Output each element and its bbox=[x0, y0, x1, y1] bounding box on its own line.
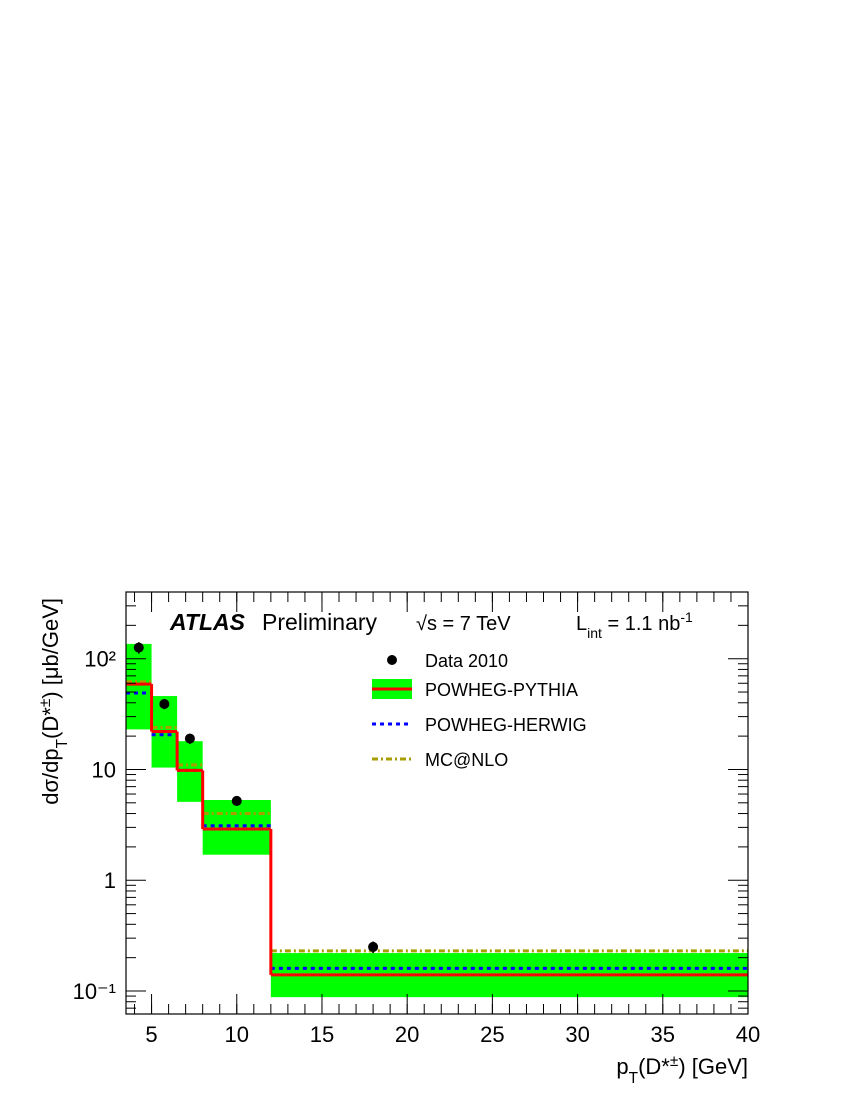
luminosity-part: = 1.1 nb bbox=[602, 613, 680, 635]
x-tick-label: 40 bbox=[736, 1022, 760, 1047]
status: Preliminary bbox=[262, 609, 378, 635]
x-tick-label: 20 bbox=[395, 1022, 419, 1047]
y-axis-label-part: ± bbox=[37, 699, 54, 707]
y-axis-label: dσ/dpT(D*±) [μb/GeV] bbox=[37, 598, 71, 805]
data-point bbox=[231, 795, 242, 806]
x-axis-label-part: T bbox=[629, 1070, 639, 1087]
uncertainty-band bbox=[126, 643, 152, 730]
luminosity-part: -1 bbox=[680, 609, 693, 625]
x-tick-label: 35 bbox=[651, 1022, 675, 1047]
legend-marker bbox=[387, 655, 397, 665]
legend-label: POWHEG-PYTHIA bbox=[425, 680, 578, 700]
x-axis-label-part: p bbox=[616, 1054, 628, 1079]
data-point bbox=[184, 733, 195, 744]
y-tick-label: 1 bbox=[104, 868, 116, 893]
experiment: ATLAS bbox=[169, 609, 246, 635]
x-tick-label: 10 bbox=[225, 1022, 249, 1047]
luminosity-part: L bbox=[576, 613, 587, 635]
uncertainty-band bbox=[202, 800, 271, 855]
luminosity: Lint = 1.1 nb-1 bbox=[576, 609, 693, 641]
legend-label: POWHEG-HERWIG bbox=[425, 715, 587, 735]
x-axis-label-part: ± bbox=[670, 1053, 678, 1070]
energy: √s = 7 TeV bbox=[416, 613, 511, 635]
y-tick-label: 10² bbox=[84, 647, 116, 672]
y-axis-label-part: (D* bbox=[38, 707, 63, 739]
x-axis-label-part: ) [GeV] bbox=[678, 1054, 748, 1079]
x-tick-label: 30 bbox=[565, 1022, 589, 1047]
x-tick-label: 25 bbox=[480, 1022, 504, 1047]
x-tick-label: 15 bbox=[310, 1022, 334, 1047]
y-axis-label-part: dσ/dp bbox=[38, 748, 63, 804]
y-axis-label-part: ) [μb/GeV] bbox=[38, 598, 63, 699]
x-axis-label: pT(D*±) [GeV] bbox=[616, 1053, 748, 1087]
x-axis-label-part: (D* bbox=[638, 1054, 670, 1079]
y-tick-label: 10⁻¹ bbox=[73, 979, 116, 1004]
y-axis-label-part: T bbox=[54, 738, 71, 748]
luminosity-part: int bbox=[587, 625, 602, 641]
legend-label: MC@NLO bbox=[425, 750, 508, 770]
data-point bbox=[133, 642, 144, 653]
x-tick-label: 5 bbox=[145, 1022, 157, 1047]
data-point bbox=[368, 941, 379, 952]
y-tick-label: 10 bbox=[92, 757, 116, 782]
data-point bbox=[159, 698, 170, 709]
legend-label: Data 2010 bbox=[425, 651, 508, 671]
